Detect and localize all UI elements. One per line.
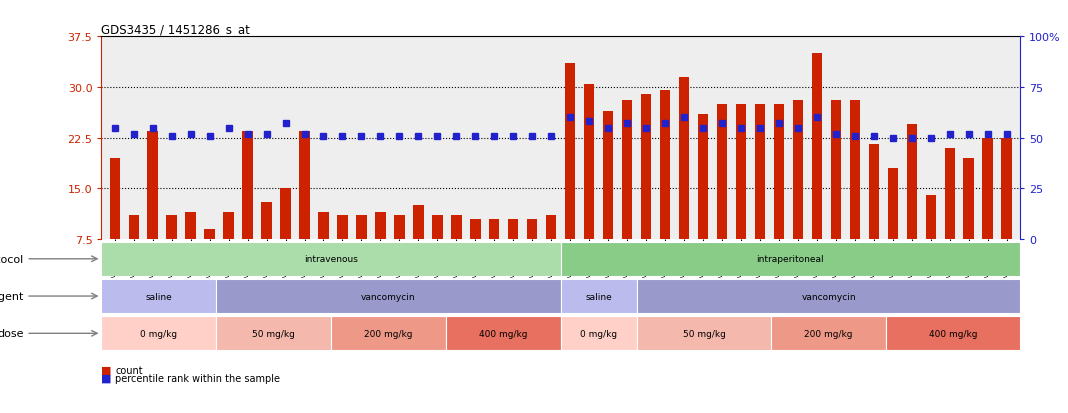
Bar — [470, 219, 481, 240]
Text: 400 mg/kg: 400 mg/kg — [480, 329, 528, 338]
Bar — [280, 189, 290, 240]
Text: 200 mg/kg: 200 mg/kg — [364, 329, 412, 338]
Bar — [223, 213, 234, 240]
Bar — [926, 196, 936, 240]
Bar — [660, 91, 671, 240]
Bar — [963, 159, 974, 240]
Bar — [773, 104, 784, 240]
Bar — [216, 280, 561, 313]
Bar — [736, 104, 747, 240]
Bar — [375, 213, 386, 240]
Text: vancomycin: vancomycin — [361, 292, 415, 301]
Bar — [679, 78, 689, 240]
Bar — [101, 242, 561, 276]
Text: saline: saline — [145, 292, 172, 301]
Bar — [527, 219, 537, 240]
Text: ■: ■ — [101, 365, 112, 375]
Bar — [561, 317, 638, 350]
Bar — [489, 219, 500, 240]
Bar — [186, 213, 195, 240]
Text: intravenous: intravenous — [304, 255, 358, 263]
Bar — [167, 216, 177, 240]
Text: percentile rank within the sample: percentile rank within the sample — [115, 373, 280, 383]
Text: 50 mg/kg: 50 mg/kg — [682, 329, 725, 338]
Text: saline: saline — [585, 292, 612, 301]
Text: protocol: protocol — [0, 254, 97, 264]
Bar — [561, 242, 1020, 276]
Bar — [331, 317, 446, 350]
Bar — [831, 101, 842, 240]
Text: dose: dose — [0, 328, 97, 339]
Bar — [888, 169, 898, 240]
Bar — [565, 64, 576, 240]
Bar — [907, 125, 917, 240]
Bar — [755, 104, 765, 240]
Text: 0 mg/kg: 0 mg/kg — [140, 329, 177, 338]
Bar — [603, 112, 613, 240]
Text: GDS3435 / 1451286_s_at: GDS3435 / 1451286_s_at — [101, 23, 250, 36]
Bar — [413, 206, 424, 240]
Text: 400 mg/kg: 400 mg/kg — [929, 329, 977, 338]
Bar — [299, 132, 310, 240]
Bar — [983, 138, 993, 240]
Bar — [318, 213, 329, 240]
Bar — [445, 317, 561, 350]
Bar — [147, 132, 158, 240]
Text: 200 mg/kg: 200 mg/kg — [804, 329, 853, 338]
Bar — [357, 216, 366, 240]
Text: 50 mg/kg: 50 mg/kg — [252, 329, 295, 338]
Bar — [584, 84, 595, 240]
Bar — [433, 216, 442, 240]
Text: ■: ■ — [101, 373, 112, 383]
Bar — [101, 280, 216, 313]
Bar — [638, 317, 771, 350]
Bar — [622, 101, 632, 240]
Bar — [944, 148, 955, 240]
Bar — [850, 101, 860, 240]
Bar — [638, 280, 1020, 313]
Text: intraperitoneal: intraperitoneal — [756, 255, 824, 263]
Bar — [697, 115, 708, 240]
Bar — [508, 219, 518, 240]
Bar — [337, 216, 348, 240]
Text: count: count — [115, 365, 143, 375]
Bar — [110, 159, 120, 240]
Text: vancomycin: vancomycin — [801, 292, 855, 301]
Bar — [717, 104, 727, 240]
Bar — [561, 280, 638, 313]
Text: agent: agent — [0, 291, 97, 301]
Bar — [262, 202, 271, 240]
Bar — [451, 216, 461, 240]
Bar — [771, 317, 886, 350]
Bar — [394, 216, 405, 240]
Bar — [641, 95, 651, 240]
Bar — [128, 216, 139, 240]
Bar — [216, 317, 331, 350]
Bar — [792, 101, 803, 240]
Bar — [204, 230, 215, 240]
Bar — [886, 317, 1020, 350]
Text: 0 mg/kg: 0 mg/kg — [580, 329, 617, 338]
Bar — [546, 216, 556, 240]
Bar — [101, 317, 216, 350]
Bar — [1002, 138, 1011, 240]
Bar — [242, 132, 253, 240]
Bar — [812, 54, 822, 240]
Bar — [868, 145, 879, 240]
